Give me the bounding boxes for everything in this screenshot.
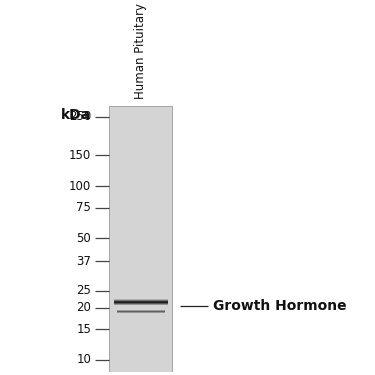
Text: 100: 100 — [69, 180, 91, 193]
Text: 75: 75 — [76, 201, 91, 214]
Text: 20: 20 — [76, 301, 91, 314]
Text: 25: 25 — [76, 284, 91, 297]
Text: kDa: kDa — [61, 108, 91, 122]
Text: 150: 150 — [69, 149, 91, 162]
Text: 37: 37 — [76, 255, 91, 268]
Bar — [109, 106, 172, 372]
Text: 250: 250 — [69, 110, 91, 123]
Text: Growth Hormone: Growth Hormone — [213, 298, 347, 313]
Text: 10: 10 — [76, 354, 91, 366]
Text: 15: 15 — [76, 323, 91, 336]
Text: 50: 50 — [76, 232, 91, 245]
Text: Human Pituitary: Human Pituitary — [134, 3, 147, 99]
